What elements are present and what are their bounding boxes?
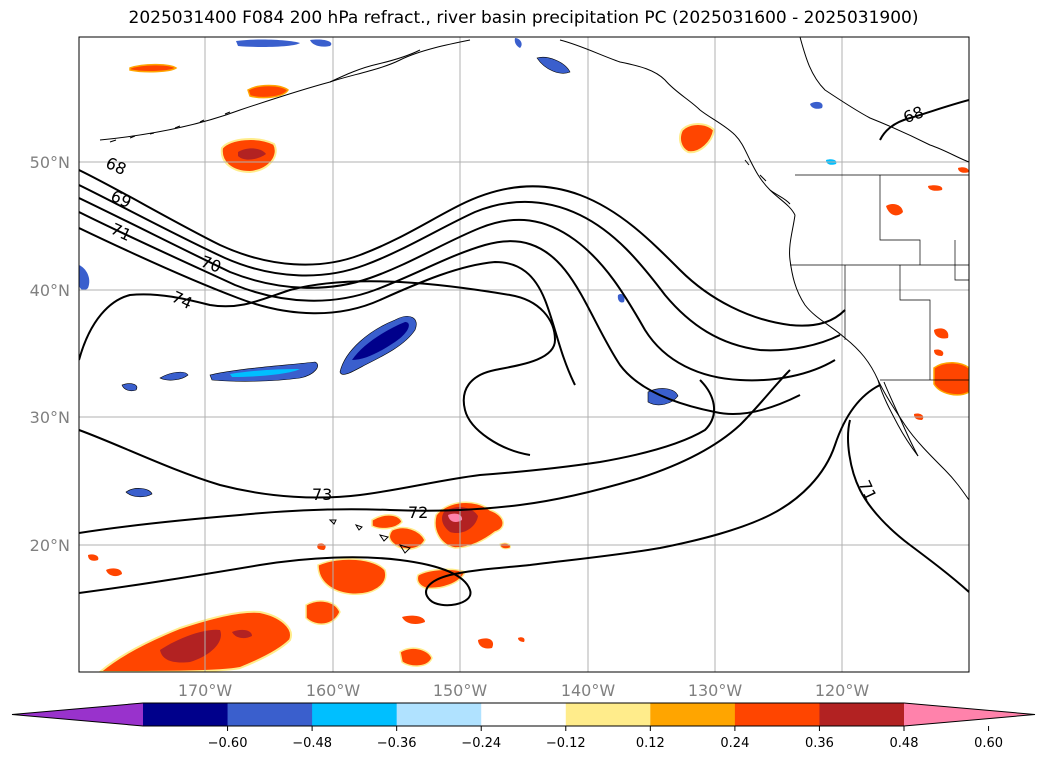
lon-label-170w: 170°W xyxy=(178,681,233,700)
colorbar-bin xyxy=(396,703,482,726)
colorbar-extend-min xyxy=(12,703,143,726)
colorbar-bin xyxy=(481,703,567,726)
colorbar-tick-label: 0.48 xyxy=(890,736,919,751)
lat-label-20n: 20°N xyxy=(30,536,70,555)
colorbar-bin xyxy=(227,703,313,726)
precipitation-shading xyxy=(79,38,969,672)
colorbar-bin xyxy=(312,703,398,726)
colorbar-tick-label: −0.48 xyxy=(292,736,332,751)
lon-label-160w: 160°W xyxy=(306,681,361,700)
colorbar-bin xyxy=(143,703,229,726)
colorbar-tick-label: 0.12 xyxy=(636,736,665,751)
lon-label-120w: 120°W xyxy=(815,681,870,700)
colorbar-extend-max xyxy=(904,703,1035,726)
coastlines xyxy=(99,37,969,554)
colorbar-bin xyxy=(734,703,820,726)
refractivity-contours xyxy=(79,99,969,607)
colorbar-tick-label: 0.36 xyxy=(805,736,834,751)
map-title: 2025031400 F084 200 hPa refract., river … xyxy=(128,8,919,28)
lat-label-40n: 40°N xyxy=(30,281,70,300)
lon-label-130w: 130°W xyxy=(688,681,743,700)
contour-label: 72 xyxy=(408,503,428,522)
borders xyxy=(790,174,969,381)
longitude-axis: 170°W 160°W 150°W 140°W 130°W 120°W xyxy=(178,681,870,700)
lat-label-50n: 50°N xyxy=(30,153,70,172)
colorbar-bin xyxy=(819,703,905,726)
lon-label-150w: 150°W xyxy=(433,681,488,700)
map-background xyxy=(79,37,969,672)
graticule xyxy=(79,37,969,672)
lat-label-30n: 30°N xyxy=(30,408,70,427)
colorbar-tick-label: −0.24 xyxy=(461,736,501,751)
latitude-axis: 50°N 40°N 30°N 20°N xyxy=(30,153,70,555)
colorbar-outline xyxy=(11,702,1036,727)
colorbar-tick-label: −0.36 xyxy=(377,736,417,751)
lon-label-140w: 140°W xyxy=(561,681,616,700)
colorbar-tick-label: −0.12 xyxy=(546,736,586,751)
colorbar: −0.60 −0.48 −0.36 −0.24 −0.12 0.12 0.24 0.36 0.4… xyxy=(11,702,1036,751)
map-frame xyxy=(78,36,970,673)
colorbar-bin xyxy=(565,703,651,726)
colorbar-tick-label: 0.24 xyxy=(720,736,749,751)
colorbar-bin xyxy=(650,703,736,726)
colorbar-tick-label: −0.60 xyxy=(208,736,248,751)
colorbar-tick-label: 0.60 xyxy=(974,736,1003,751)
contour-label: 73 xyxy=(312,485,332,504)
